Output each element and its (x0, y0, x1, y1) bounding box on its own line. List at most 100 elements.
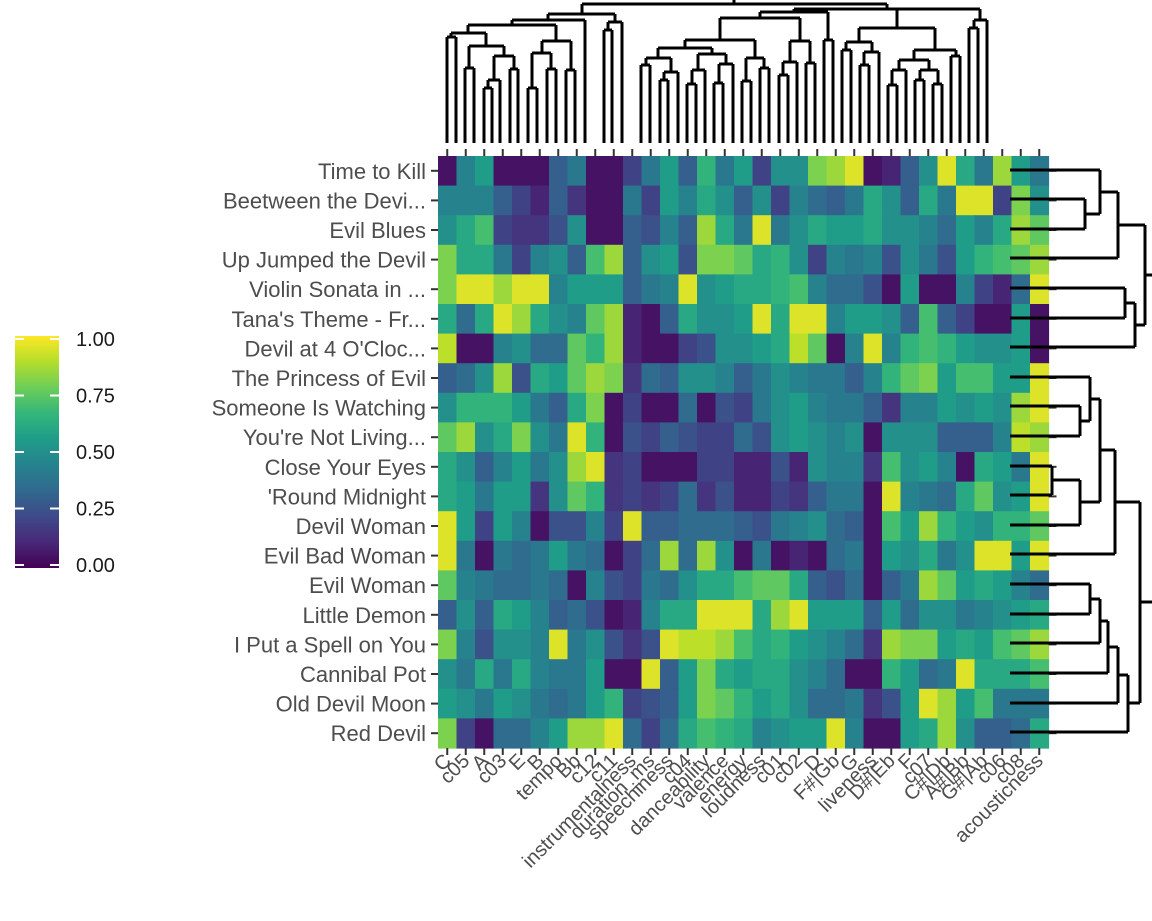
heatmap-cell (567, 363, 587, 394)
heatmap-cell (493, 570, 513, 601)
heatmap-cell (956, 629, 976, 660)
row-label: Someone Is Watching (212, 396, 426, 421)
heatmap-cell (900, 156, 920, 187)
heatmap-cell (604, 392, 624, 423)
heatmap-cell (752, 392, 772, 423)
heatmap-cell (512, 156, 532, 187)
heatmap-cell (623, 540, 643, 571)
heatmap-cell (567, 333, 587, 364)
heatmap-cell (493, 304, 513, 335)
heatmap-cell (1011, 481, 1031, 512)
heatmap-cell (882, 274, 902, 305)
heatmap-cell (974, 600, 994, 631)
heatmap-cell (752, 274, 772, 305)
heatmap-cell (493, 629, 513, 660)
heatmap-cell (475, 156, 495, 187)
heatmap-cell (438, 718, 458, 749)
heatmap-cell (697, 185, 717, 216)
heatmap-cell (919, 600, 939, 631)
heatmap-cell (771, 185, 791, 216)
heatmap-cell (623, 304, 643, 335)
heatmap-cell (475, 452, 495, 483)
heatmap-cell (697, 718, 717, 749)
row-label: Close Your Eyes (265, 455, 426, 480)
heatmap-cell (789, 511, 809, 542)
heatmap-cell (771, 215, 791, 246)
heatmap-cell (512, 540, 532, 571)
heatmap-cell (974, 511, 994, 542)
heatmap-cell (530, 659, 550, 690)
heatmap-cell (604, 718, 624, 749)
heatmap-cell (512, 274, 532, 305)
heatmap-cell (641, 570, 661, 601)
heatmap-cell (826, 570, 846, 601)
heatmap-cell (863, 600, 883, 631)
heatmap-cell (900, 600, 920, 631)
heatmap-cell (919, 215, 939, 246)
heatmap-cell (715, 215, 735, 246)
heatmap-cell (752, 718, 772, 749)
heatmap-cell (604, 274, 624, 305)
heatmap-cell (697, 156, 717, 187)
heatmap-cell (919, 481, 939, 512)
heatmap-cell (826, 540, 846, 571)
heatmap-cell (604, 452, 624, 483)
heatmap-cell (549, 629, 569, 660)
heatmap-cell (863, 304, 883, 335)
heatmap-cell (549, 600, 569, 631)
heatmap-cell (641, 392, 661, 423)
heatmap-cell (530, 392, 550, 423)
heatmap-cell (678, 304, 698, 335)
row-label: Devil at 4 O'Cloc... (245, 336, 426, 361)
heatmap-cell (919, 274, 939, 305)
heatmap-cell (937, 511, 957, 542)
heatmap-cell (512, 333, 532, 364)
heatmap-cell (567, 422, 587, 453)
row-label: Time to Kill (318, 159, 426, 184)
heatmap-cell (530, 481, 550, 512)
heatmap-cell (863, 185, 883, 216)
heatmap-cell (660, 215, 680, 246)
heatmap-cell (771, 659, 791, 690)
heatmap-cell (512, 215, 532, 246)
heatmap-cell (567, 688, 587, 719)
heatmap-cell (882, 185, 902, 216)
heatmap-cell (789, 600, 809, 631)
heatmap-cell (863, 570, 883, 601)
heatmap-cell (641, 540, 661, 571)
heatmap-cell (863, 452, 883, 483)
heatmap-cell (789, 481, 809, 512)
heatmap-cell (660, 511, 680, 542)
heatmap-cell (641, 244, 661, 275)
heatmap-cell (456, 333, 476, 364)
heatmap-cell (530, 422, 550, 453)
heatmap-cell (752, 629, 772, 660)
legend-tick-label: 0.50 (76, 442, 115, 464)
heatmap-cell (715, 185, 735, 216)
row-label: The Princess of Evil (232, 366, 426, 391)
heatmap-cell (549, 215, 569, 246)
heatmap-cell (993, 333, 1013, 364)
heatmap-cell (641, 452, 661, 483)
heatmap-cell (567, 718, 587, 749)
heatmap-cell (475, 629, 495, 660)
heatmap-cell (826, 600, 846, 631)
color-legend: 1.00 0.75 0.50 0.25 0.00 (15, 329, 115, 577)
heatmap-cell (438, 629, 458, 660)
heatmap-cell (882, 718, 902, 749)
heatmap-cell (641, 511, 661, 542)
heatmap-cell (715, 629, 735, 660)
heatmap-cell (530, 452, 550, 483)
heatmap-cell (493, 215, 513, 246)
heatmap-cell (475, 185, 495, 216)
heatmap-cell (900, 274, 920, 305)
heatmap-cell (734, 540, 754, 571)
heatmap-cell (937, 718, 957, 749)
heatmap-cell (475, 363, 495, 394)
heatmap-cell (438, 156, 458, 187)
heatmap-cell (715, 600, 735, 631)
heatmap-cell (567, 156, 587, 187)
heatmap-cell (734, 422, 754, 453)
heatmap-cell (900, 659, 920, 690)
heatmap-cell (715, 540, 735, 571)
